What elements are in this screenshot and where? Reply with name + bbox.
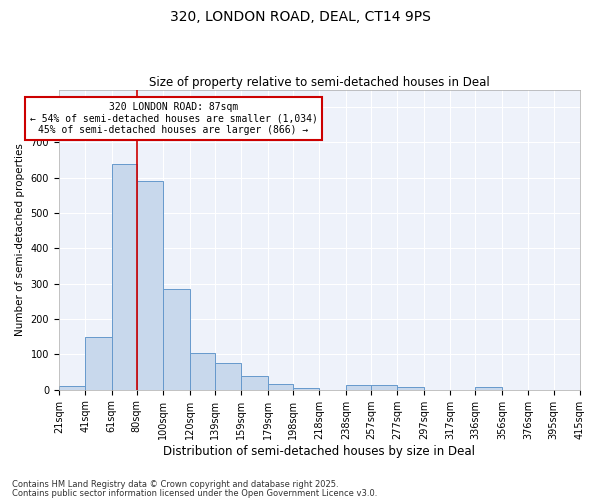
Bar: [163, 289, 190, 390]
Bar: [268, 384, 293, 390]
Bar: [397, 387, 424, 390]
X-axis label: Distribution of semi-detached houses by size in Deal: Distribution of semi-detached houses by …: [163, 444, 475, 458]
Text: 320, LONDON ROAD, DEAL, CT14 9PS: 320, LONDON ROAD, DEAL, CT14 9PS: [170, 10, 430, 24]
Bar: [137, 182, 163, 390]
Bar: [241, 376, 268, 390]
Bar: [371, 385, 397, 390]
Bar: [215, 363, 241, 390]
Title: Size of property relative to semi-detached houses in Deal: Size of property relative to semi-detach…: [149, 76, 490, 90]
Text: 320 LONDON ROAD: 87sqm
← 54% of semi-detached houses are smaller (1,034)
45% of : 320 LONDON ROAD: 87sqm ← 54% of semi-det…: [29, 102, 317, 134]
Bar: [293, 388, 319, 390]
Text: Contains HM Land Registry data © Crown copyright and database right 2025.: Contains HM Land Registry data © Crown c…: [12, 480, 338, 489]
Bar: [190, 352, 215, 390]
Bar: [85, 338, 112, 390]
Text: Contains public sector information licensed under the Open Government Licence v3: Contains public sector information licen…: [12, 488, 377, 498]
Bar: [59, 386, 85, 390]
Y-axis label: Number of semi-detached properties: Number of semi-detached properties: [15, 143, 25, 336]
Bar: [346, 385, 371, 390]
Bar: [112, 164, 137, 390]
Bar: [475, 387, 502, 390]
